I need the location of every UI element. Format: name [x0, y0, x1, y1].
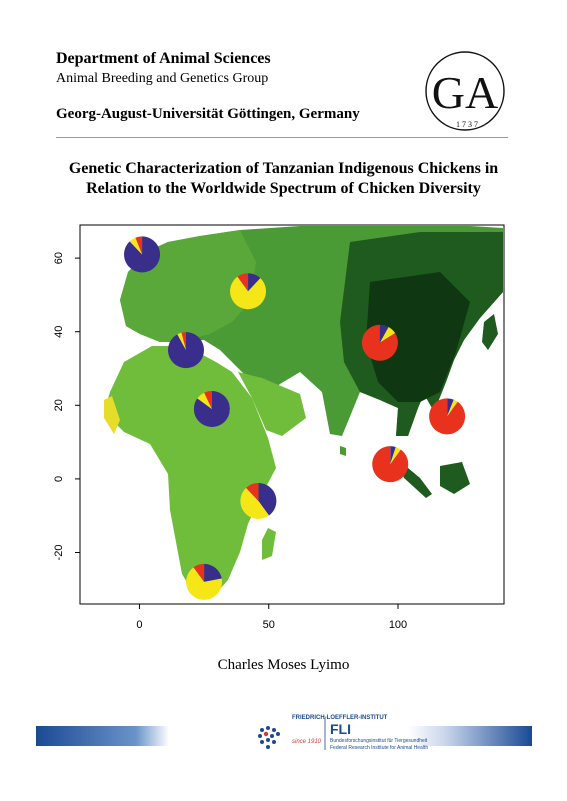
pie-slice — [379, 324, 389, 343]
institute-name: FRIEDRICH-LOEFFLER-INSTITUT — [292, 715, 388, 721]
china-core-region — [366, 272, 470, 402]
x-tick-label: 100 — [389, 619, 407, 631]
pie-slice — [193, 390, 230, 427]
pie-slice — [390, 447, 401, 465]
borneo-region — [440, 462, 470, 494]
pie-marker — [230, 273, 267, 310]
institute-line-de: Bundesforschungsinstitut für Tiergesundh… — [330, 738, 428, 744]
pie-slice — [240, 487, 269, 519]
pie-marker — [167, 332, 204, 369]
pie-slice — [204, 563, 222, 582]
africa-region — [104, 346, 276, 598]
japan-region — [482, 314, 498, 350]
pie-slice — [167, 332, 204, 369]
pie-markers — [124, 236, 466, 600]
pie-marker — [124, 236, 161, 273]
pie-slice — [181, 332, 186, 351]
thesis-title: Genetic Characterization of Tanzanian In… — [20, 159, 547, 199]
pie-slice — [124, 236, 161, 273]
pie-slice — [186, 567, 223, 600]
university-seal-logo: GA 1737 — [425, 51, 505, 131]
institute-line-en: Federal Research Institute for Animal He… — [330, 745, 428, 751]
x-tick-label: 0 — [136, 619, 142, 631]
pie-slice — [248, 273, 261, 292]
pie-slice — [237, 273, 249, 292]
arabia-region — [238, 372, 306, 436]
author-name: Charles Moses Lyimo — [217, 657, 350, 673]
pie-marker — [372, 446, 409, 483]
since-label: since 1910 — [292, 739, 322, 745]
x-axis: 0 50 100 — [136, 604, 407, 631]
pie-marker — [186, 563, 223, 600]
pie-slice — [258, 482, 277, 516]
y-tick-label: 0 — [53, 476, 65, 482]
map-figure: 0 50 100 60 40 20 0 -20 — [53, 224, 505, 631]
west-africa-coast — [104, 396, 120, 434]
pie-slice — [429, 398, 466, 435]
footer-bar-left — [36, 726, 258, 746]
pie-slice — [361, 324, 398, 361]
pie-slice — [246, 482, 259, 501]
pie-slice — [129, 237, 143, 255]
pie-marker — [429, 398, 466, 435]
pie-slice — [230, 276, 267, 310]
title-line: Relation to the Worldwide Spectrum of Ch… — [86, 180, 481, 197]
madagascar-region — [262, 528, 276, 560]
svg-text:1737: 1737 — [456, 120, 480, 129]
fli-dots-icon — [258, 726, 280, 749]
map-landmass — [104, 226, 503, 598]
pie-marker — [240, 482, 277, 519]
svg-text:GA: GA — [432, 67, 498, 118]
y-tick-label: 40 — [53, 326, 65, 338]
pie-slice — [193, 563, 205, 582]
pie-slice — [135, 236, 143, 255]
x-tick-label: 50 — [263, 619, 275, 631]
pie-slice — [447, 399, 458, 417]
fli-abbreviation: FLI — [330, 721, 351, 737]
pie-slice — [177, 332, 186, 351]
header-divider — [56, 137, 508, 138]
department-heading: Department of Animal Sciences — [56, 50, 271, 67]
sri-lanka-region — [340, 446, 346, 456]
y-tick-label: 60 — [53, 252, 65, 264]
footer-bar-right — [408, 726, 532, 746]
y-axis: 60 40 20 0 -20 — [53, 252, 80, 560]
pie-slice — [379, 326, 396, 343]
pie-marker — [361, 324, 398, 361]
group-subheading: Animal Breeding and Genetics Group — [56, 71, 269, 86]
pie-marker — [193, 390, 230, 427]
pie-slice — [197, 392, 212, 409]
university-heading: Georg-August-Universität Göttingen, Germ… — [56, 106, 360, 122]
pie-slice — [372, 446, 409, 483]
pie-slice — [447, 398, 454, 417]
fli-footer-banner: FRIEDRICH-LOEFFLER-INSTITUT since 1910 F… — [36, 715, 532, 751]
title-line: Genetic Characterization of Tanzanian In… — [68, 160, 499, 177]
y-tick-label: 20 — [53, 399, 65, 411]
pie-slice — [390, 446, 396, 465]
pie-slice — [204, 390, 212, 409]
y-tick-label: -20 — [53, 545, 65, 561]
